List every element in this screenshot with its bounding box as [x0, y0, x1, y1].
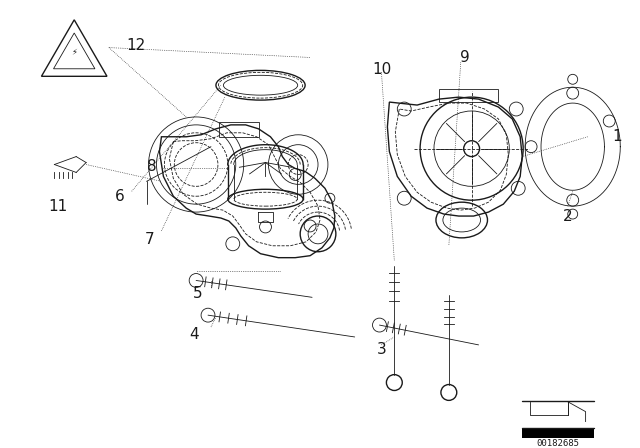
Text: 3: 3 — [376, 342, 387, 358]
Text: 9: 9 — [460, 50, 470, 65]
Text: 6: 6 — [115, 189, 125, 204]
Text: 2: 2 — [563, 209, 573, 224]
Text: 8: 8 — [147, 159, 156, 174]
Text: 00182685: 00182685 — [536, 439, 579, 448]
Text: 11: 11 — [49, 198, 68, 214]
Text: 1: 1 — [612, 129, 622, 144]
Circle shape — [260, 221, 271, 233]
Text: 4: 4 — [189, 327, 199, 342]
Text: 10: 10 — [372, 62, 391, 77]
Text: 12: 12 — [126, 38, 145, 53]
Polygon shape — [522, 428, 593, 439]
Text: ⚡: ⚡ — [71, 47, 77, 56]
Text: 5: 5 — [193, 286, 203, 301]
Text: 7: 7 — [145, 233, 154, 247]
